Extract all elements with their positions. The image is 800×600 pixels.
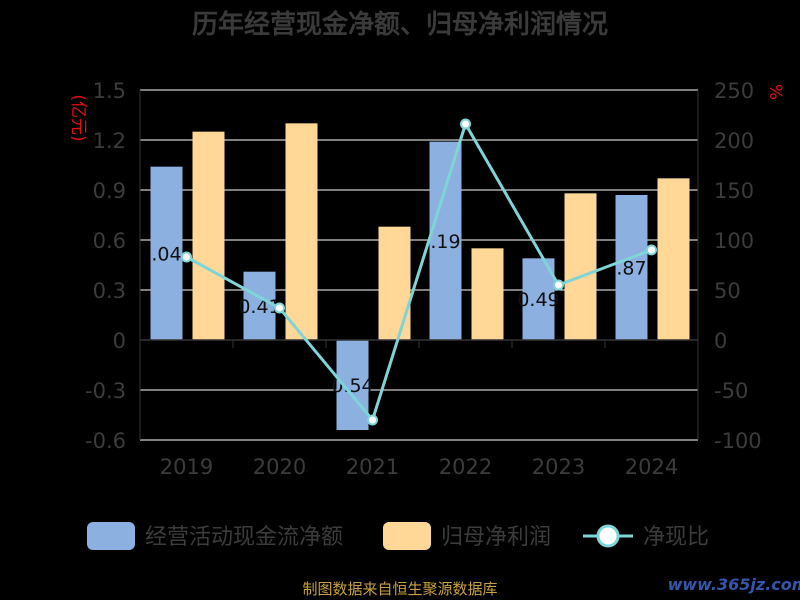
x-tick-label: 2022 bbox=[439, 455, 492, 479]
left-tick-label: 0.3 bbox=[93, 279, 126, 303]
right-tick-label: 100 bbox=[714, 229, 754, 253]
left-tick-label: -0.3 bbox=[85, 379, 126, 403]
legend-swatch-profit bbox=[383, 522, 431, 550]
bar-label-cashflow: 0.54 bbox=[331, 375, 373, 397]
bar-cashflow bbox=[243, 271, 276, 340]
ratio-point bbox=[553, 279, 564, 291]
bars bbox=[150, 123, 690, 430]
ratio-point bbox=[460, 118, 471, 130]
bar-profit bbox=[192, 131, 225, 340]
legend-item-cashflow[interactable]: 经营活动现金流净额 bbox=[87, 522, 343, 550]
bar-cashflow bbox=[522, 258, 555, 340]
bar-profit bbox=[285, 123, 318, 340]
x-tick-label: 2023 bbox=[532, 455, 585, 479]
legend-item-profit[interactable]: 归母净利润 bbox=[383, 522, 551, 550]
legend: 经营活动现金流净额 归母净利润 净现比 bbox=[87, 522, 709, 550]
legend-swatch-cashflow bbox=[87, 522, 135, 550]
bar-profit bbox=[471, 248, 504, 340]
bar-label-cashflow: .87 bbox=[616, 258, 646, 280]
bar-label-cashflow: .04 bbox=[151, 243, 181, 265]
x-tick-label: 2020 bbox=[253, 455, 306, 479]
ratio-line bbox=[185, 120, 653, 424]
right-tick-label: 50 bbox=[714, 279, 741, 303]
right-tick-label: 250 bbox=[714, 79, 754, 103]
bar-cashflow bbox=[615, 195, 648, 340]
right-tick-label: 150 bbox=[714, 179, 754, 203]
bar-cashflow bbox=[429, 141, 462, 340]
watermark: www.365jz.com bbox=[668, 575, 800, 594]
ratio-line-series bbox=[181, 118, 657, 426]
ratio-point bbox=[646, 244, 657, 256]
right-axis-ticks: 250 200 150 100 50 0 -50 -100 bbox=[714, 79, 762, 453]
right-tick-label: -100 bbox=[714, 429, 762, 453]
bar-cashflow bbox=[150, 166, 183, 340]
x-axis-ticks: 2019 2020 2021 2022 2023 2024 bbox=[160, 455, 678, 479]
x-tick-label: 2019 bbox=[160, 455, 213, 479]
legend-item-ratio[interactable]: 净现比 bbox=[583, 524, 709, 550]
right-axis-label: % bbox=[765, 84, 785, 100]
right-tick-label: 200 bbox=[714, 129, 754, 153]
right-tick-label: 0 bbox=[714, 329, 727, 353]
x-tick-label: 2024 bbox=[625, 455, 678, 479]
bar-label-cashflow: .19 bbox=[430, 231, 460, 253]
ratio-point bbox=[367, 414, 378, 426]
left-tick-label: 1.5 bbox=[93, 79, 126, 103]
ratio-point bbox=[181, 251, 192, 263]
bar-label-cashflow: 0.49 bbox=[517, 289, 559, 311]
x-tick-label: 2021 bbox=[346, 455, 399, 479]
grid-lines bbox=[140, 89, 698, 441]
legend-label-ratio: 净现比 bbox=[643, 525, 709, 550]
left-tick-label: -0.6 bbox=[85, 429, 126, 453]
chart-title: 历年经营现金净额、归母净利润情况 bbox=[192, 9, 608, 40]
bar-profit bbox=[564, 193, 597, 340]
left-axis-ticks: 1.5 1.2 0.9 0.6 0.3 0 -0.3 -0.6 bbox=[85, 79, 126, 453]
bar-profit bbox=[378, 226, 411, 340]
left-axis-label: (亿元) bbox=[68, 94, 88, 141]
bar-profit bbox=[657, 178, 690, 340]
legend-marker-ratio bbox=[596, 524, 620, 548]
legend-label-cashflow: 经营活动现金流净额 bbox=[145, 525, 343, 550]
left-tick-label: 0.6 bbox=[93, 229, 126, 253]
legend-label-profit: 归母净利润 bbox=[441, 525, 551, 550]
left-tick-label: 1.2 bbox=[93, 129, 126, 153]
right-tick-label: -50 bbox=[714, 379, 748, 403]
ratio-point bbox=[274, 302, 285, 314]
bar-labels: .040.410.54.190.49.87 bbox=[151, 231, 646, 397]
left-tick-label: 0.9 bbox=[93, 179, 126, 203]
axes bbox=[139, 90, 699, 440]
source-note: 制图数据来自恒生聚源数据库 bbox=[302, 580, 497, 598]
left-tick-label: 0 bbox=[113, 329, 126, 353]
